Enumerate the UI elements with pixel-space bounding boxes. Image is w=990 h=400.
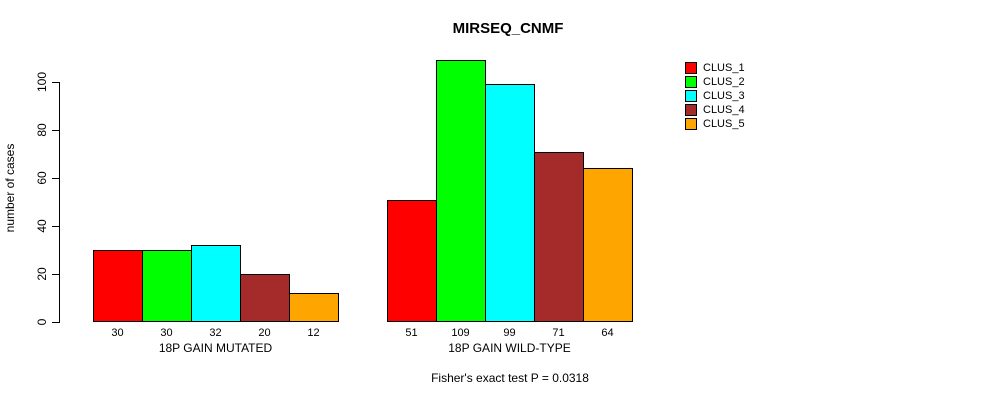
bar-clus_3-group2 bbox=[485, 84, 535, 322]
bar-value-label: 99 bbox=[503, 327, 516, 339]
bar-value-label: 32 bbox=[209, 327, 222, 339]
bar-clus_4-group2 bbox=[534, 152, 584, 322]
bar-clus_5-group2 bbox=[583, 168, 633, 322]
legend-swatch-icon bbox=[685, 103, 697, 116]
bar-clus_4-group1 bbox=[240, 274, 290, 322]
bar-value-label: 51 bbox=[405, 327, 418, 339]
legend: CLUS_1 CLUS_2 CLUS_3 CLUS_4 CLUS_5 bbox=[685, 61, 745, 131]
group-label: 18P GAIN WILD-TYPE bbox=[448, 341, 571, 355]
bar-value-label: 12 bbox=[307, 327, 320, 339]
y-tick-label: 80 bbox=[35, 123, 49, 137]
legend-swatch-icon bbox=[685, 61, 697, 74]
bar-value-label: 71 bbox=[552, 327, 565, 339]
legend-swatch-icon bbox=[685, 75, 697, 88]
legend-row-clus_1: CLUS_1 bbox=[685, 61, 745, 74]
y-tick-mark bbox=[52, 82, 59, 83]
y-axis-label: number of cases bbox=[3, 143, 17, 233]
legend-swatch-icon bbox=[685, 89, 697, 102]
bar-clus_5-group1 bbox=[289, 293, 339, 322]
legend-row-clus_4: CLUS_4 bbox=[685, 103, 745, 116]
y-axis-line bbox=[59, 82, 60, 323]
legend-row-clus_3: CLUS_3 bbox=[685, 89, 745, 102]
chart-title: MIRSEQ_CNMF bbox=[452, 20, 564, 37]
y-tick-label: 0 bbox=[35, 318, 49, 326]
bar-value-label: 30 bbox=[111, 327, 124, 339]
bar-clus_2-group1 bbox=[142, 250, 192, 322]
bar-value-label: 30 bbox=[160, 327, 173, 339]
y-tick-label: 100 bbox=[35, 71, 49, 93]
bar-value-label: 20 bbox=[258, 327, 271, 339]
legend-swatch-icon bbox=[685, 117, 697, 130]
footer-note: Fisher's exact test P = 0.0318 bbox=[431, 371, 589, 385]
legend-label: CLUS_3 bbox=[703, 89, 745, 102]
y-tick-mark bbox=[52, 178, 59, 179]
legend-label: CLUS_4 bbox=[703, 103, 745, 116]
y-tick-mark bbox=[52, 274, 59, 275]
legend-label: CLUS_1 bbox=[703, 61, 745, 74]
legend-label: CLUS_5 bbox=[703, 117, 745, 130]
y-tick-label: 60 bbox=[35, 171, 49, 185]
bar-clus_2-group2 bbox=[436, 60, 486, 322]
y-tick-label: 40 bbox=[35, 219, 49, 233]
y-tick-mark bbox=[52, 130, 59, 131]
bar-clus_1-group1 bbox=[93, 250, 143, 322]
legend-row-clus_5: CLUS_5 bbox=[685, 117, 745, 130]
legend-label: CLUS_2 bbox=[703, 75, 745, 88]
group-label: 18P GAIN MUTATED bbox=[158, 341, 273, 355]
bar-clus_3-group1 bbox=[191, 245, 241, 322]
bar-clus_1-group2 bbox=[387, 200, 437, 322]
bar-value-label: 109 bbox=[451, 327, 470, 339]
y-tick-mark bbox=[52, 226, 59, 227]
legend-row-clus_2: CLUS_2 bbox=[685, 75, 745, 88]
bar-value-label: 64 bbox=[601, 327, 614, 339]
y-tick-label: 20 bbox=[35, 267, 49, 281]
y-tick-mark bbox=[52, 322, 59, 323]
